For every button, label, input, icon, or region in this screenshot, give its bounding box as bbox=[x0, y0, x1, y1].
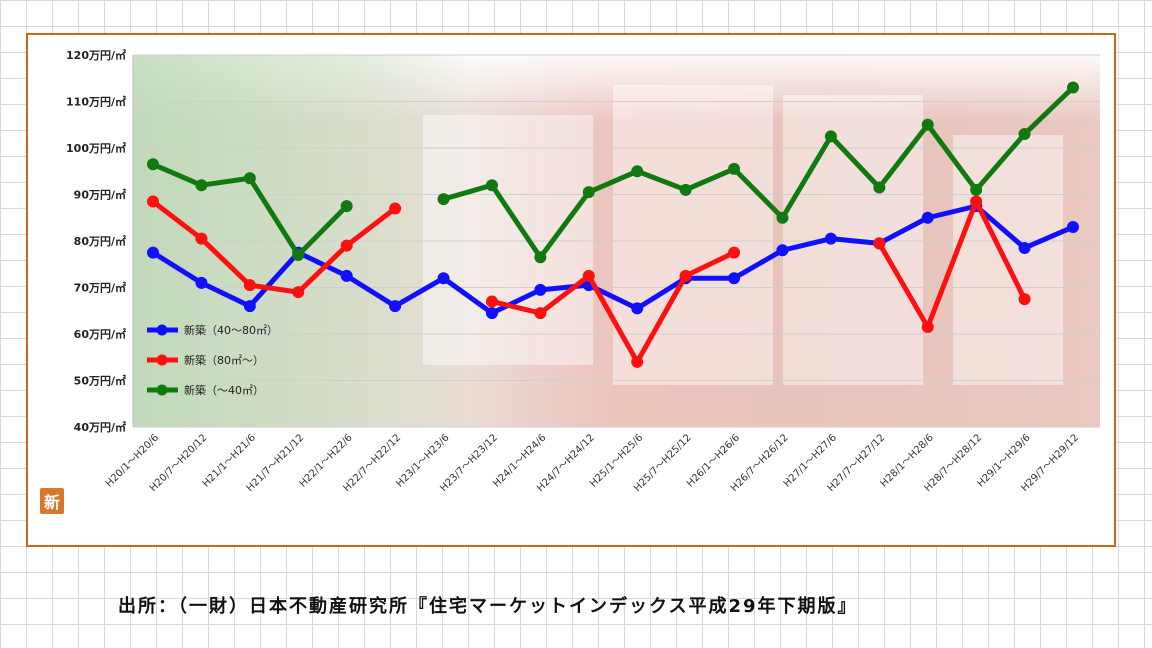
data-point bbox=[437, 272, 450, 285]
legend-label: 新築（～40㎡） bbox=[184, 383, 264, 397]
data-point bbox=[873, 237, 886, 250]
data-point bbox=[437, 193, 450, 206]
data-point bbox=[728, 272, 741, 285]
x-axis-ticks: H20/1～H20/6H20/7～H20/12H21/1～H21/6H21/7～… bbox=[104, 432, 1081, 494]
series-line bbox=[150, 203, 1076, 316]
data-point bbox=[679, 269, 692, 282]
legend-swatch-marker bbox=[156, 384, 168, 396]
y-tick-label: 120万円/㎡ bbox=[66, 48, 126, 62]
y-tick-label: 70万円/㎡ bbox=[74, 281, 126, 295]
y-axis-ticks: 40万円/㎡ 50万円/㎡ 60万円/㎡ 70万円/㎡ 80万円/㎡ 90万円/㎡ 100万… bbox=[66, 48, 126, 434]
data-point bbox=[195, 232, 208, 245]
data-point bbox=[243, 279, 256, 292]
data-point bbox=[147, 246, 159, 259]
data-point bbox=[243, 172, 256, 185]
data-point bbox=[147, 158, 159, 171]
data-point bbox=[921, 211, 934, 224]
data-point bbox=[340, 239, 353, 252]
data-point bbox=[631, 165, 644, 178]
series-line bbox=[489, 250, 737, 365]
data-point bbox=[1067, 221, 1079, 234]
series-line bbox=[876, 198, 1028, 330]
legend-swatch-marker bbox=[156, 354, 168, 366]
data-point bbox=[921, 321, 934, 334]
data-point bbox=[1067, 81, 1079, 94]
series-line bbox=[150, 198, 398, 295]
data-point bbox=[776, 244, 789, 257]
legend-label: 新築（40～80㎡） bbox=[184, 323, 278, 337]
data-point bbox=[195, 276, 208, 289]
y-tick-label: 50万円/㎡ bbox=[74, 374, 126, 388]
data-point bbox=[728, 246, 741, 259]
data-point bbox=[776, 211, 789, 224]
series-line bbox=[441, 85, 1076, 260]
data-point bbox=[970, 195, 983, 208]
data-point bbox=[582, 186, 595, 199]
data-point bbox=[873, 181, 886, 194]
data-point bbox=[340, 269, 353, 282]
data-point bbox=[485, 179, 498, 192]
data-point bbox=[534, 283, 547, 296]
series-3 bbox=[147, 81, 1079, 264]
series-lines bbox=[147, 81, 1079, 368]
gridlines bbox=[132, 54, 1100, 428]
y-tick-label: 110万円/㎡ bbox=[66, 95, 126, 109]
y-tick-label: 100万円/㎡ bbox=[66, 141, 126, 155]
data-point bbox=[534, 251, 547, 264]
data-point bbox=[824, 130, 837, 143]
data-point bbox=[1018, 241, 1031, 254]
series-2 bbox=[147, 195, 1031, 368]
data-point bbox=[582, 269, 595, 282]
data-point bbox=[631, 302, 644, 315]
legend: 新築（40～80㎡） 新築（80㎡～） 新築（～40㎡） bbox=[147, 323, 278, 397]
data-point bbox=[389, 202, 402, 215]
y-tick-label: 40万円/㎡ bbox=[74, 420, 126, 434]
data-point bbox=[1018, 128, 1031, 141]
data-point bbox=[679, 183, 692, 196]
data-point bbox=[485, 295, 498, 308]
data-point bbox=[340, 200, 353, 213]
data-point bbox=[485, 307, 498, 320]
legend-swatch-marker bbox=[156, 324, 168, 336]
y-tick-label: 90万円/㎡ bbox=[74, 188, 126, 202]
data-point bbox=[389, 300, 402, 313]
data-point bbox=[728, 162, 741, 175]
data-point bbox=[970, 183, 983, 196]
data-point bbox=[147, 195, 159, 208]
data-point bbox=[921, 118, 934, 131]
data-point bbox=[534, 307, 547, 320]
source-note: 出所：（一財）日本不動産研究所『住宅マーケットインデックス平成29年下期版』 bbox=[118, 596, 858, 617]
new-badge-icon: 新 bbox=[40, 488, 64, 514]
data-point bbox=[243, 300, 256, 313]
data-point bbox=[292, 248, 305, 261]
building-photo-background bbox=[133, 55, 1100, 427]
y-tick-label: 60万円/㎡ bbox=[74, 327, 126, 341]
data-point bbox=[292, 286, 305, 299]
data-point bbox=[824, 232, 837, 245]
data-point bbox=[195, 179, 208, 192]
legend-label: 新築（80㎡～） bbox=[184, 353, 264, 367]
y-tick-label: 80万円/㎡ bbox=[74, 234, 126, 248]
data-point bbox=[1018, 293, 1031, 306]
data-point bbox=[631, 355, 644, 368]
